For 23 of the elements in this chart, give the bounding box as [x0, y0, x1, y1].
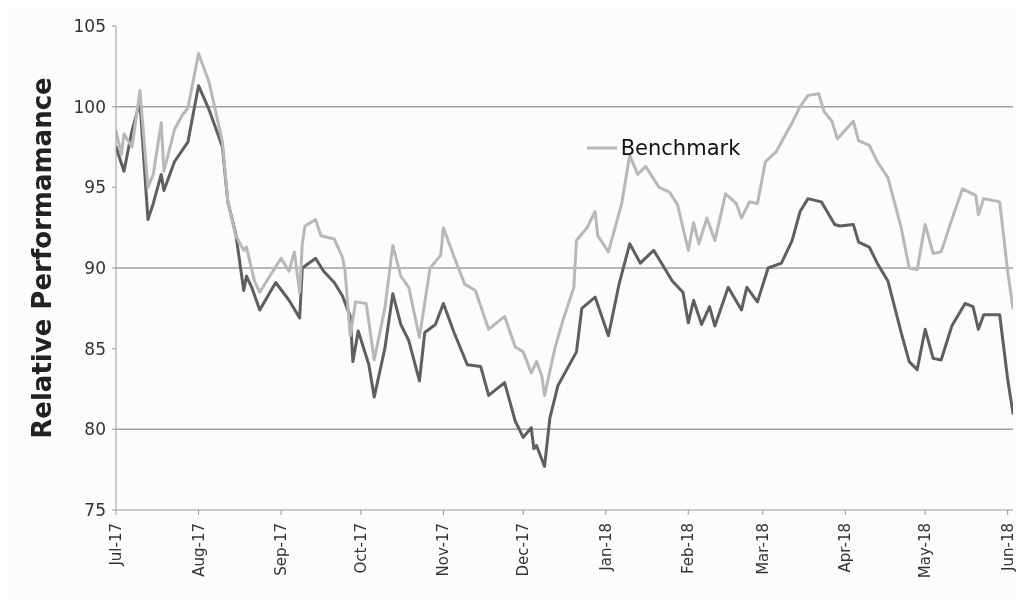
x-tick-label: Nov-17 [434, 523, 453, 577]
y-tick-label: 85 [84, 338, 106, 359]
x-tick-label: Dec-17 [514, 523, 533, 577]
x-tick-label: Sep-17 [272, 523, 291, 576]
x-tick-label: Mar-18 [753, 523, 772, 575]
x-tick-label: Jul-17 [107, 523, 125, 567]
y-tick-label: 75 [84, 500, 106, 520]
y-tick-label: 90 [84, 258, 106, 278]
x-tick-label: Aug-17 [189, 523, 208, 577]
x-tick-label: May-18 [916, 523, 935, 579]
legend-label: Benchmark [620, 136, 741, 160]
y-tick-label: 80 [84, 419, 106, 440]
x-tick-label: Apr-18 [836, 523, 855, 573]
x-tick-label: Feb-18 [679, 523, 698, 575]
x-tick-label: Jan-18 [596, 523, 615, 572]
y-tick-label: 95 [84, 177, 106, 198]
x-tick-label: Oct-17 [351, 523, 370, 574]
y-tick-label: 100 [73, 96, 106, 117]
x-tick-label: Jun-18 [998, 523, 1017, 572]
y-axis-title: Relative Performamance [27, 77, 57, 439]
y-tick-label: 105 [73, 16, 106, 36]
line-series [116, 84, 1013, 468]
line-series [116, 51, 1013, 397]
